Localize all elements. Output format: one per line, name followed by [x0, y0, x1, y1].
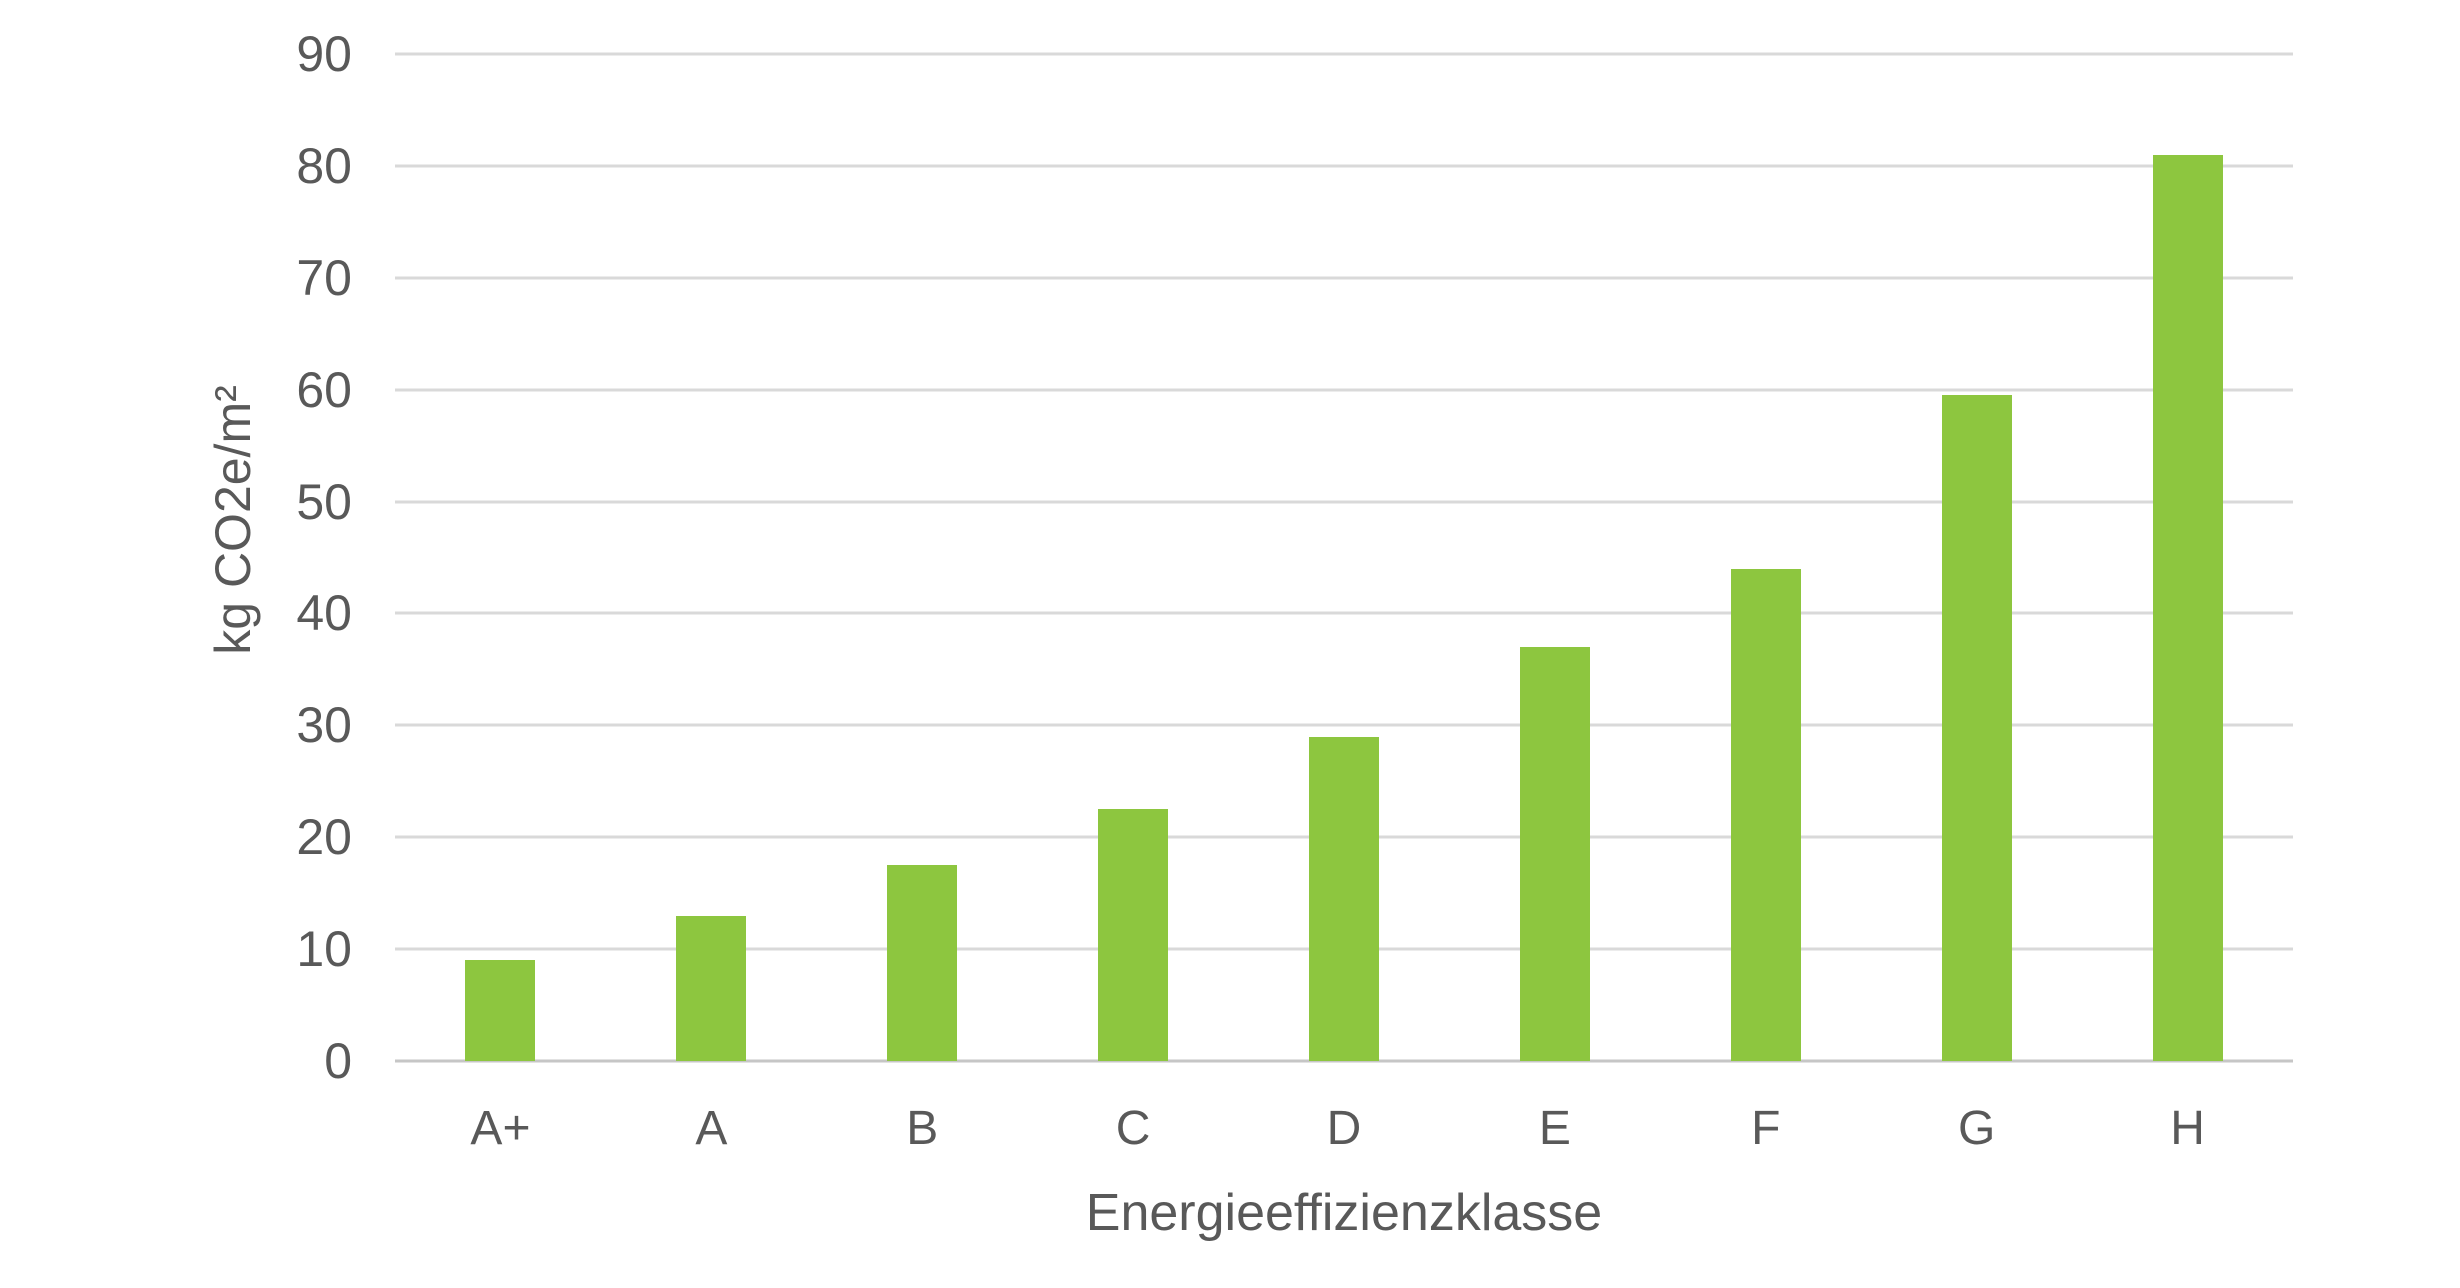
- gridline: [395, 611, 2293, 615]
- bar-slot: [1871, 54, 2082, 1061]
- bar-b: [887, 865, 958, 1061]
- bar-d: [1309, 736, 1379, 1061]
- x-axis-title: Energieeffizienzklasse: [1085, 1184, 1603, 1242]
- x-axis-tick-labels: A+ A B C D E F G H: [395, 1100, 2293, 1158]
- x-axis-line: [395, 1059, 2293, 1063]
- bar-slot: [1239, 54, 1450, 1061]
- bar-a-plus: [465, 960, 536, 1061]
- y-tick-label: 50: [296, 473, 352, 530]
- y-tick-label: 70: [296, 249, 352, 306]
- bar-series: [395, 54, 2293, 1061]
- bar-f: [1730, 568, 1801, 1061]
- x-tick-label: B: [906, 1102, 939, 1155]
- y-tick-label: 20: [296, 809, 352, 866]
- bar-slot: [1449, 54, 1660, 1061]
- gridline: [395, 723, 2293, 727]
- y-tick-label: 0: [324, 1033, 352, 1089]
- bar-slot: [2082, 54, 2293, 1061]
- gridline: [395, 500, 2293, 504]
- y-tick-label: 80: [296, 137, 352, 194]
- bar-slot: [1660, 54, 1871, 1061]
- gridline: [395, 164, 2293, 168]
- bar-a: [676, 915, 747, 1061]
- bar-slot: [817, 54, 1028, 1061]
- x-tick-label: A+: [470, 1102, 531, 1155]
- bar-slot: [395, 54, 606, 1061]
- plot-area: [395, 52, 2293, 1063]
- x-tick-label: A: [695, 1102, 728, 1155]
- gridline: [395, 276, 2293, 280]
- x-tick-label: E: [1538, 1102, 1571, 1155]
- y-tick-label: 40: [296, 585, 352, 642]
- x-tick-label: G: [1958, 1102, 1996, 1155]
- y-tick-label: 10: [296, 921, 352, 978]
- bar-slot: [606, 54, 817, 1061]
- bar-slot: [1028, 54, 1239, 1061]
- gridline: [395, 52, 2293, 56]
- x-tick-label: C: [1115, 1102, 1151, 1155]
- bar-e: [1519, 647, 1590, 1061]
- x-tick-label: F: [1751, 1102, 1781, 1155]
- bar-g: [1941, 395, 2012, 1061]
- x-tick-label: H: [2170, 1102, 2205, 1155]
- bar-h: [2152, 154, 2223, 1061]
- y-tick-label: 30: [296, 697, 352, 754]
- bar-c: [1098, 809, 1169, 1061]
- y-tick-label: 60: [296, 361, 352, 418]
- gridline: [395, 388, 2293, 392]
- y-tick-label: 90: [296, 26, 352, 82]
- x-tick-label: D: [1326, 1102, 1362, 1155]
